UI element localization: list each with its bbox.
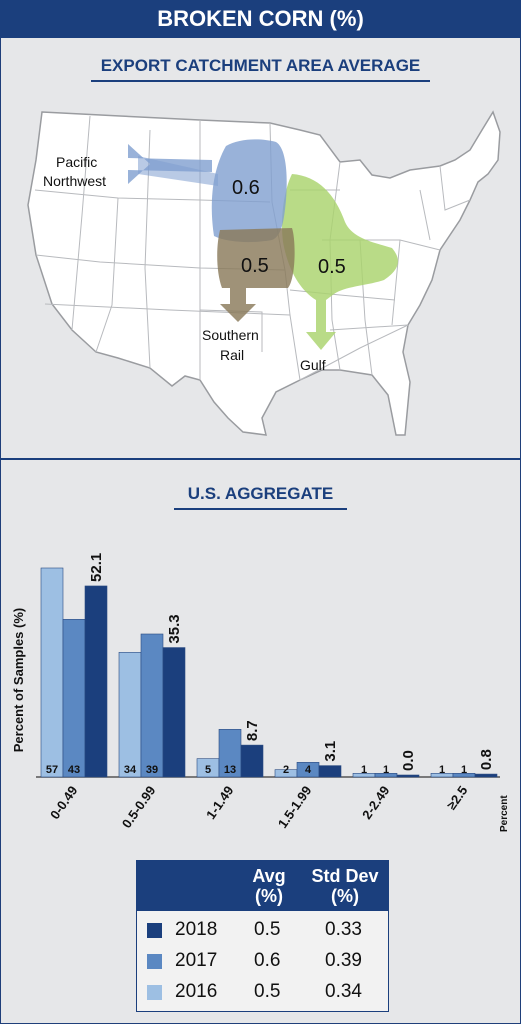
bar-group: 57 43 52.1 0-0.49 34 39 35.3 0.5-0.99 5 13 8.7 1-1.… bbox=[36, 553, 500, 831]
legend-row: 2018 0.5 0.33 bbox=[137, 917, 388, 947]
page-title: BROKEN CORN (%) bbox=[0, 0, 521, 38]
legend-row: 2017 0.6 0.39 bbox=[137, 948, 388, 978]
legend-year: 2016 bbox=[175, 981, 218, 1002]
southern-rail-value: 0.5 bbox=[241, 255, 269, 277]
data-label-2016-3: 2 bbox=[283, 764, 289, 776]
bar-2018-0 bbox=[84, 585, 108, 778]
bar-2017-1 bbox=[140, 633, 164, 778]
bar-2016-0 bbox=[40, 567, 64, 778]
legend-col-avg: Avg (%) bbox=[237, 866, 301, 906]
data-label-2016-1: 34 bbox=[124, 764, 137, 776]
bar-2018-3 bbox=[318, 765, 342, 778]
legend-swatch-2018 bbox=[147, 923, 162, 938]
y-axis-label: Percent of Samples (%) bbox=[11, 608, 26, 753]
category-label-1: 0.5-0.99 bbox=[119, 783, 159, 831]
data-label-2017-1: 39 bbox=[146, 764, 158, 776]
data-label-2017-2: 13 bbox=[224, 764, 236, 776]
us-map: Pacific Northwest 0.6 0.5 0.5 Southern R… bbox=[27, 110, 501, 436]
category-label-5: ≥2.5 bbox=[444, 783, 471, 812]
x-axis-unit-label: Percent bbox=[499, 795, 510, 832]
legend-col-sd-line1: Std Dev bbox=[311, 866, 379, 886]
legend-table: Avg (%) Std Dev (%) 2018 0.5 0.33 2017 0… bbox=[136, 860, 389, 1012]
data-label-2016-2: 5 bbox=[205, 764, 211, 776]
category-label-3: 1.5-1.99 bbox=[275, 783, 315, 831]
legend-row: 2016 0.5 0.34 bbox=[137, 979, 388, 1009]
data-label-2017-5: 1 bbox=[461, 764, 467, 776]
data-label-2017-4: 1 bbox=[383, 764, 389, 776]
map-subtitle: EXPORT CATCHMENT AREA AVERAGE bbox=[0, 56, 521, 82]
category-label-4: 2-2.49 bbox=[359, 783, 392, 822]
data-label-2016-0: 57 bbox=[46, 764, 58, 776]
category-label-0: 0-0.49 bbox=[47, 783, 80, 822]
data-label-2018-0: 52.1 bbox=[88, 553, 105, 582]
pnw-value: 0.6 bbox=[232, 177, 260, 199]
legend-col-sd-line2: (%) bbox=[331, 886, 359, 906]
bar-2018-5 bbox=[474, 773, 498, 778]
chart-subtitle-text: U.S. AGGREGATE bbox=[173, 484, 348, 510]
legend-year: 2017 bbox=[175, 950, 218, 971]
category-label-2: 1-1.49 bbox=[203, 783, 236, 822]
legend-sd: 0.34 bbox=[325, 981, 362, 1002]
legend-avg: 0.6 bbox=[254, 950, 281, 971]
southern-rail-name-line1: Southern bbox=[202, 327, 259, 343]
data-label-2017-3: 4 bbox=[305, 764, 312, 776]
data-label-2017-0: 43 bbox=[68, 764, 80, 776]
legend-avg: 0.5 bbox=[254, 919, 281, 940]
bar-2016-1 bbox=[118, 652, 142, 778]
map-subtitle-text: EXPORT CATCHMENT AREA AVERAGE bbox=[90, 56, 431, 82]
pnw-name-line1: Pacific bbox=[56, 154, 97, 170]
legend-sd: 0.39 bbox=[325, 950, 362, 971]
legend-col-sd: Std Dev (%) bbox=[303, 866, 387, 906]
legend-avg: 0.5 bbox=[254, 981, 281, 1002]
gulf-value: 0.5 bbox=[318, 256, 346, 278]
bar-2018-4 bbox=[396, 774, 420, 778]
legend-year: 2018 bbox=[175, 919, 218, 940]
southern-rail-catchment bbox=[217, 228, 295, 322]
southern-rail-name-line2: Rail bbox=[220, 347, 244, 363]
pnw-name-line2: Northwest bbox=[43, 173, 106, 189]
bar-2017-0 bbox=[62, 619, 86, 778]
data-label-2018-5: 0.8 bbox=[478, 749, 495, 770]
legend-sd: 0.33 bbox=[325, 919, 362, 940]
data-label-2018-3: 3.1 bbox=[322, 741, 339, 762]
data-label-2018-2: 8.7 bbox=[244, 720, 261, 741]
legend-swatch-2016 bbox=[147, 985, 162, 1000]
pacific-northwest-catchment bbox=[128, 139, 287, 243]
legend-col-avg-line1: Avg bbox=[252, 866, 286, 886]
data-label-2016-4: 1 bbox=[361, 764, 367, 776]
gulf-name: Gulf bbox=[300, 357, 326, 373]
legend-col-avg-line2: (%) bbox=[255, 886, 283, 906]
chart-subtitle: U.S. AGGREGATE bbox=[0, 484, 521, 510]
legend-header: Avg (%) Std Dev (%) bbox=[137, 861, 388, 911]
bar-2018-1 bbox=[162, 647, 186, 778]
data-label-2018-1: 35.3 bbox=[166, 614, 183, 643]
bar-2018-2 bbox=[240, 744, 264, 778]
gulf-catchment bbox=[282, 174, 398, 350]
legend-swatch-2017 bbox=[147, 954, 162, 969]
data-label-2016-5: 1 bbox=[439, 764, 445, 776]
data-label-2018-4: 0.0 bbox=[400, 750, 417, 771]
section-divider bbox=[0, 458, 521, 460]
bar-chart: Percent of Samples (%) Percent 57 43 52.1 0… bbox=[11, 553, 510, 832]
